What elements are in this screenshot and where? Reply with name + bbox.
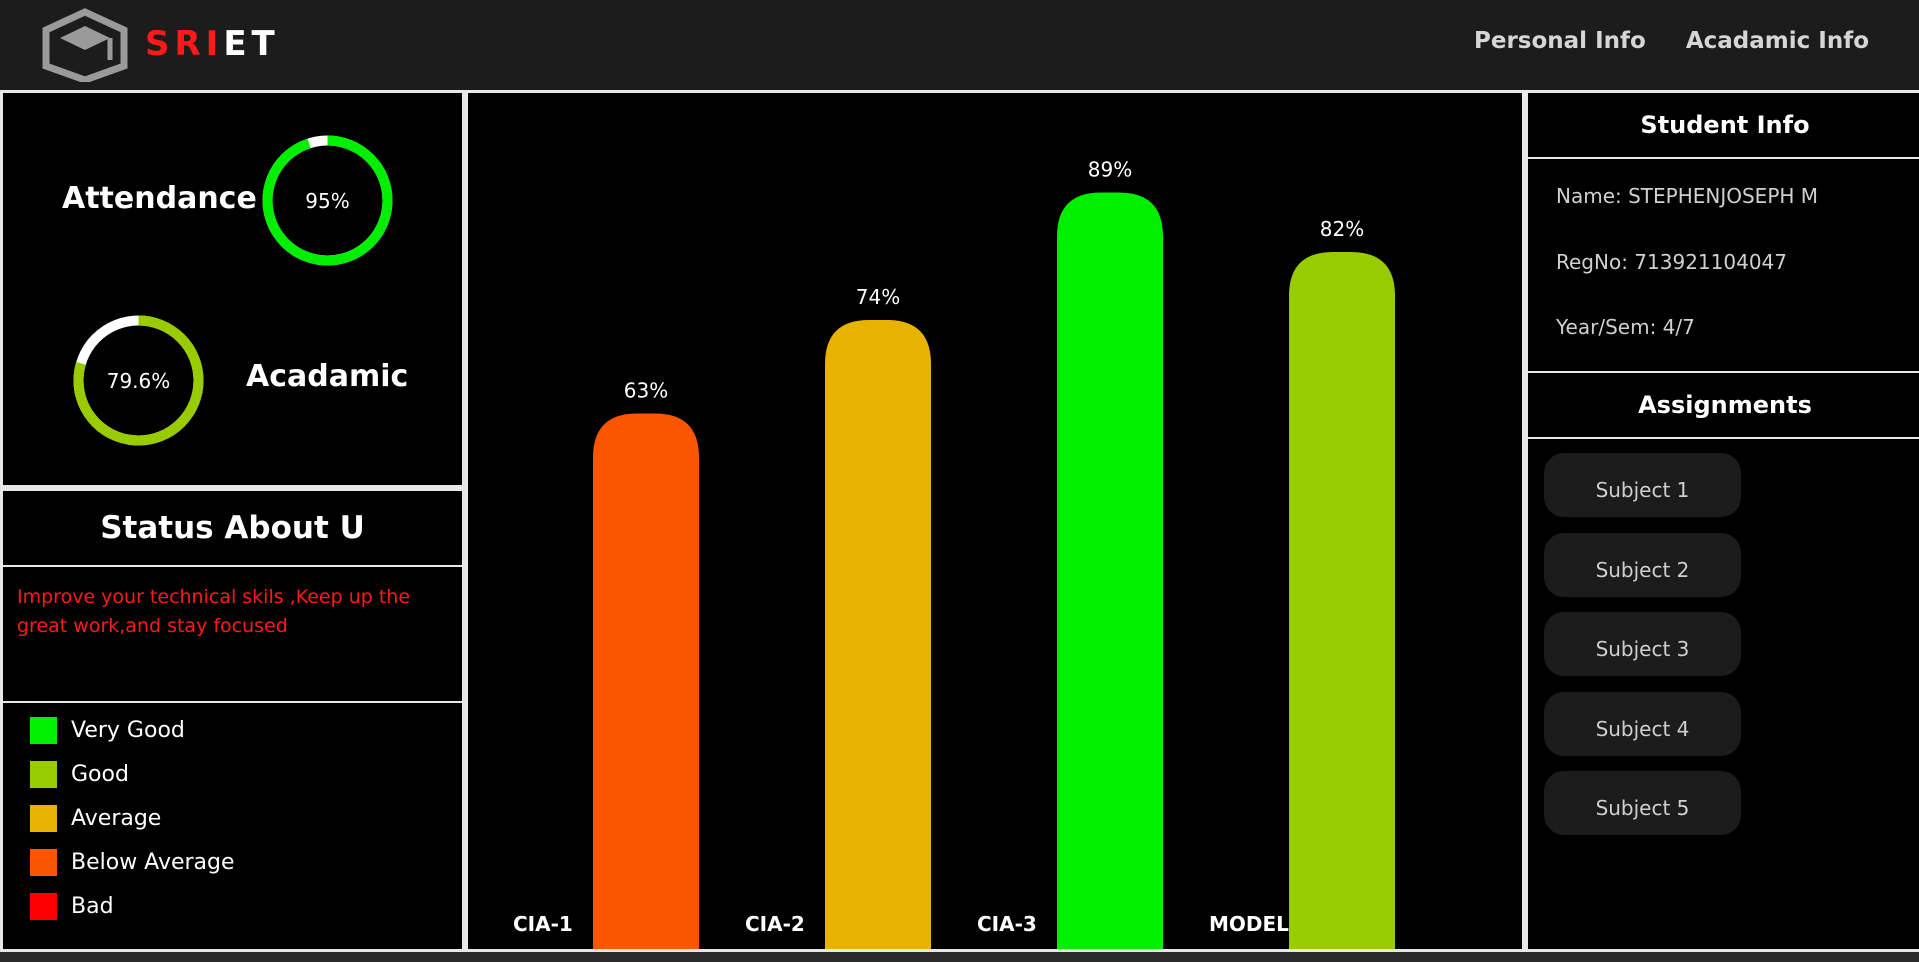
attendance-value: 95% [305,188,350,213]
assignment-subject-4[interactable]: Subject 4 [1544,692,1741,756]
legend-label: Below Average [71,850,235,875]
marks-chart-panel: 63% CIA-1 74% CIA-2 89% CIA-3 82% MODEL [465,90,1525,952]
data-label-cia-2: 74% [856,285,900,309]
legend-swatch [30,761,57,788]
academic-value: 79.6% [106,368,171,393]
academic-label: Acadamic [246,359,409,394]
brand-name-red: SRI [145,24,224,64]
legend-label: Very Good [71,718,185,743]
brand-name-white: ET [223,24,280,64]
nav-academic-info[interactable]: Acadamic Info [1685,28,1869,54]
top-nav: Personal Info Acadamic Info [1474,28,1869,54]
data-label-cia-3: 89% [1088,158,1132,182]
assignment-subject-2[interactable]: Subject 2 [1544,533,1741,597]
academic-progress-ring [73,315,204,446]
legend-label: Average [71,806,162,831]
assignments-title: Assignments [1528,373,1919,439]
status-title: Status About U [3,491,462,567]
legend-item-bad: Bad [30,893,114,920]
legend-item-good: Good [30,761,129,788]
marks-bar-chart: 63% CIA-1 74% CIA-2 89% CIA-3 82% MODEL [513,158,1395,949]
data-label-cia-1: 63% [624,379,668,403]
legend-label: Good [71,762,129,787]
bar-cia-1 [593,413,699,949]
data-label-model: 82% [1320,217,1364,241]
category-label-model: MODEL [1209,912,1289,936]
nav-personal-info[interactable]: Personal Info [1474,28,1646,54]
legend-item-very-good: Very Good [30,717,185,744]
top-header: SRIET Personal Info Acadamic Info [0,0,1919,90]
progress-panel: Attendance 95% 79.6% Acadamic [0,90,465,488]
student-regno: RegNo: 713921104047 [1556,250,1787,274]
legend-swatch [30,717,57,744]
legend-swatch [30,893,57,920]
legend-item-average: Average [30,805,161,832]
category-label-cia-3: CIA-3 [977,912,1037,936]
legend-swatch [30,805,57,832]
brand-name: SRIET [145,24,280,64]
category-label-cia-2: CIA-2 [745,912,805,936]
bar-cia-3 [1057,192,1163,949]
student-info-panel: Student Info Name: STEPHENJOSEPH M RegNo… [1525,90,1919,952]
assignment-subject-5[interactable]: Subject 5 [1544,771,1741,835]
student-year-sem: Year/Sem: 4/7 [1556,315,1695,339]
legend-item-below-average: Below Average [30,849,235,876]
bottom-strip [0,952,1919,962]
status-message: Improve your technical skils ,Keep up th… [17,586,411,637]
assignment-subject-1[interactable]: Subject 1 [1544,453,1741,517]
student-name: Name: STEPHENJOSEPH M [1556,184,1819,208]
attendance-label: Attendance [62,181,257,216]
legend-label: Bad [71,894,114,919]
bar-cia-2 [825,320,931,949]
assignment-subject-3[interactable]: Subject 3 [1544,612,1741,676]
bar-model [1289,252,1395,949]
category-label-cia-1: CIA-1 [513,912,573,936]
attendance-progress-ring [262,135,393,266]
status-panel: Status About U Improve your technical sk… [0,488,465,952]
legend-swatch [30,849,57,876]
student-info-title: Student Info [1528,93,1919,159]
grade-legend: Very Good Good Average Below Average Bad [3,701,462,949]
section-divider [1528,371,1919,373]
graduation-cap-logo-icon [42,8,128,82]
